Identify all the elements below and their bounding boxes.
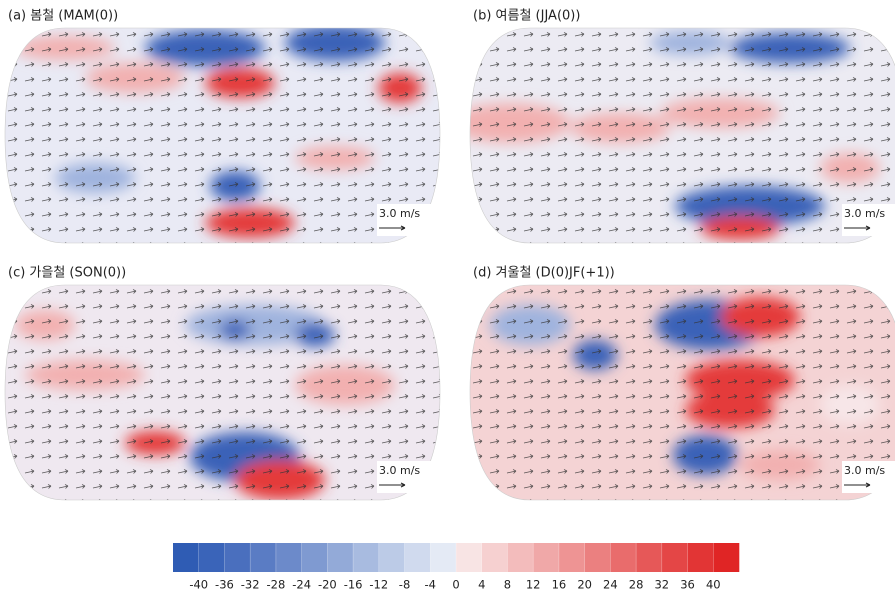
colorbar-swatch [610,543,636,572]
colorbar-tick-label: -40 [189,578,208,592]
colorbar-swatch [585,543,611,572]
colorbar-swatch [507,543,533,572]
panel-title: (a) 봄철 (MAM(0)) [8,9,118,24]
scale-label: 3.0 m/s [379,464,420,477]
colorbar-swatch [405,543,431,572]
colorbar-swatch [533,543,559,572]
colorbar-swatch [353,543,379,572]
map [5,25,440,243]
colorbar-tick-label: -20 [318,578,337,592]
colorbar-tick-label: 20 [577,578,592,592]
colorbar-swatch [276,543,302,572]
colorbar-swatch [688,543,714,572]
wind-vectors [470,285,895,500]
map-panel: (a) 봄철 (MAM(0)) 3.0 m/s [5,9,440,244]
colorbar-tick-label: -8 [399,578,410,592]
colorbar-swatch [636,543,662,572]
colorbar-tick-label: -16 [344,578,363,592]
colorbar-tick-label: 28 [629,578,644,592]
figure: (a) 봄철 (MAM(0)) 3.0 m/s (b) 여름철 (JJA(0)) 3.… [0,0,895,598]
map [5,285,440,500]
scale-label: 3.0 m/s [844,207,885,220]
scale-label: 3.0 m/s [379,207,420,220]
colorbar-swatch [250,543,276,572]
colorbar-swatch [713,543,739,572]
colorbar-tick-label: -28 [267,578,286,592]
map [450,28,895,243]
colorbar-tick-label: 24 [603,578,618,592]
colorbar-tick-label: -24 [292,578,311,592]
panel-title: (d) 겨울철 (D(0)JF(+1)) [473,266,615,281]
map-panel: (b) 여름철 (JJA(0)) 3.0 m/s [450,9,895,244]
wind-vectors [5,28,440,243]
colorbar-tick-label: -4 [425,578,436,592]
panel-title: (b) 여름철 (JJA(0)) [473,9,580,24]
panel-title: (c) 가을철 (SON(0)) [8,266,126,281]
colorbar-tick-label: -36 [215,578,234,592]
colorbar-swatch [302,543,328,572]
colorbar-swatch [482,543,508,572]
colorbar-tick-label: 12 [526,578,541,592]
colorbar-tick-label: 40 [706,578,721,592]
colorbar-tick-label: 32 [654,578,669,592]
wind-vectors [5,285,440,500]
wind-vectors [470,28,895,243]
colorbar-swatch [662,543,688,572]
colorbar-tick-label: 0 [452,578,459,592]
colorbar-swatch [430,543,456,572]
colorbar-swatch [224,543,250,572]
colorbar-swatch [173,543,199,572]
colorbar-tick-label: -32 [241,578,260,592]
colorbar-swatch [559,543,585,572]
map [470,285,895,500]
colorbar-swatch [199,543,225,572]
colorbar-swatch [327,543,353,572]
colorbar-swatch [379,543,405,572]
colorbar-tick-label: 4 [478,578,485,592]
map-panel: (d) 겨울철 (D(0)JF(+1)) 3.0 m/s [470,266,895,501]
colorbar-swatch [456,543,482,572]
scale-label: 3.0 m/s [844,464,885,477]
colorbar-tick-label: 16 [552,578,567,592]
colorbar-tick-label: -12 [369,578,388,592]
panels: (a) 봄철 (MAM(0)) 3.0 m/s (b) 여름철 (JJA(0)) 3.… [5,9,895,501]
map-panel: (c) 가을철 (SON(0)) 3.0 m/s [5,266,440,501]
colorbar-tick-label: 36 [680,578,695,592]
colorbar-tick-label: 8 [504,578,511,592]
